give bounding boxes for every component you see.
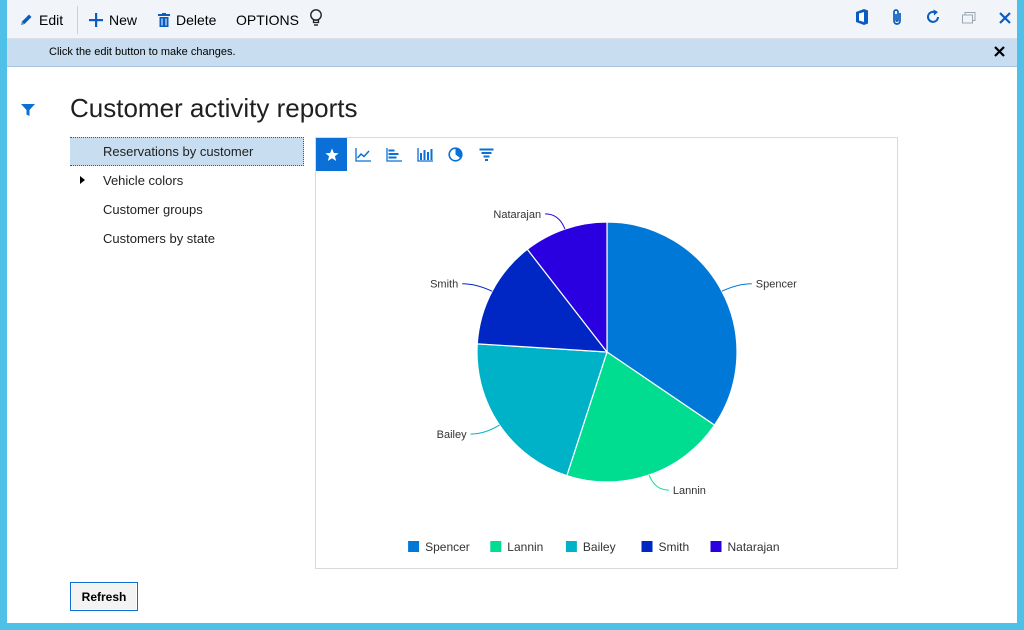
legend-swatch bbox=[490, 541, 502, 552]
tree-item-label: Vehicle colors bbox=[103, 173, 184, 188]
office-button[interactable] bbox=[850, 0, 874, 39]
tree-item-customer-groups[interactable]: Customer groups bbox=[70, 195, 304, 224]
line-chart-icon bbox=[354, 147, 371, 162]
edit-button[interactable]: Edit bbox=[19, 0, 63, 39]
toolbar-divider bbox=[77, 6, 78, 34]
legend-swatch bbox=[408, 541, 420, 552]
legend-item-natarajan[interactable]: Natarajan bbox=[710, 540, 780, 554]
plus-icon bbox=[89, 12, 103, 27]
legend-item-lannin[interactable]: Lannin bbox=[490, 540, 543, 554]
edit-label: Edit bbox=[39, 11, 64, 28]
leader-line-spencer bbox=[721, 283, 752, 292]
new-button[interactable]: New bbox=[89, 0, 137, 39]
leader-line-natarajan bbox=[545, 213, 566, 230]
column-chart-icon bbox=[416, 147, 433, 162]
tree-item-reservations-by-customer[interactable]: Reservations by customer bbox=[70, 137, 304, 166]
legend-swatch bbox=[710, 541, 722, 552]
pie-slice-natarajan[interactable] bbox=[526, 221, 608, 354]
attachment-icon bbox=[891, 8, 903, 31]
info-bar: Click the edit button to make changes. bbox=[7, 39, 1017, 67]
tree-item-label: Customer groups bbox=[103, 202, 203, 217]
legend-label: Lannin bbox=[507, 540, 543, 554]
trash-icon bbox=[158, 12, 170, 27]
delete-button[interactable]: Delete bbox=[158, 0, 216, 39]
chart-type-toolbar bbox=[316, 138, 502, 171]
infobar-close-button[interactable] bbox=[994, 44, 1005, 61]
slice-label-natarajan: Natarajan bbox=[493, 209, 541, 221]
chart-tool-line[interactable] bbox=[347, 138, 378, 171]
funnel-chart-icon bbox=[479, 148, 494, 161]
slice-label-lannin: Lannin bbox=[673, 485, 706, 497]
chart-tool-funnel[interactable] bbox=[471, 138, 502, 171]
pie-slice-lannin[interactable] bbox=[566, 351, 716, 483]
chart-tool-column[interactable] bbox=[409, 138, 440, 171]
chart-tool-bar[interactable] bbox=[378, 138, 409, 171]
new-label: New bbox=[109, 11, 138, 28]
expand-arrow-icon[interactable] bbox=[80, 176, 85, 184]
legend-swatch bbox=[565, 541, 577, 552]
tree-item-label: Customers by state bbox=[103, 231, 215, 246]
tree-item-label: Reservations by customer bbox=[103, 144, 254, 159]
legend-label: Bailey bbox=[583, 540, 616, 554]
legend-swatch bbox=[641, 541, 653, 552]
filter-icon[interactable] bbox=[21, 103, 35, 121]
chart-tool-favorite[interactable] bbox=[316, 138, 347, 171]
legend-label: Spencer bbox=[425, 540, 470, 554]
legend-item-spencer[interactable]: Spencer bbox=[408, 540, 470, 554]
options-button[interactable]: OPTIONS bbox=[236, 0, 299, 39]
page-title: Customer activity reports bbox=[70, 93, 358, 123]
info-message: Click the edit button to make changes. bbox=[49, 46, 236, 58]
slice-label-spencer: Spencer bbox=[756, 279, 797, 291]
tree-item-vehicle-colors[interactable]: Vehicle colors bbox=[70, 166, 304, 195]
office-icon bbox=[855, 9, 869, 30]
bar-chart-icon bbox=[385, 147, 402, 162]
action-toolbar: Edit New Delete OPTIONS bbox=[7, 0, 1017, 39]
close-icon bbox=[994, 46, 1005, 57]
slice-label-bailey: Bailey bbox=[437, 429, 467, 441]
legend-label: Natarajan bbox=[728, 540, 780, 554]
pencil-icon bbox=[19, 13, 33, 27]
lightbulb-icon bbox=[309, 9, 323, 30]
leader-line-lannin bbox=[648, 474, 669, 491]
pie-chart-icon bbox=[448, 147, 463, 162]
report-tree: Reservations by customer Vehicle colors … bbox=[70, 137, 304, 253]
close-window-button[interactable] bbox=[993, 0, 1017, 39]
pie-chart: Spencer Lannin Bailey Smith Natarajan Spencer… bbox=[408, 209, 797, 554]
close-icon bbox=[999, 11, 1011, 29]
attachment-button[interactable] bbox=[885, 0, 909, 39]
restore-window-icon bbox=[962, 11, 976, 29]
refresh-page-button[interactable] bbox=[921, 0, 945, 39]
refresh-button[interactable]: Refresh bbox=[70, 582, 138, 611]
tree-item-customers-by-state[interactable]: Customers by state bbox=[70, 224, 304, 253]
delete-label: Delete bbox=[176, 11, 217, 28]
lightbulb-button[interactable] bbox=[309, 0, 323, 39]
chart-tool-pie[interactable] bbox=[440, 138, 471, 171]
star-icon bbox=[324, 148, 339, 161]
refresh-icon bbox=[925, 9, 941, 30]
leader-line-smith bbox=[462, 283, 493, 292]
legend-label: Smith bbox=[659, 540, 690, 554]
pie-slice-bailey[interactable] bbox=[476, 343, 608, 477]
slice-label-smith: Smith bbox=[430, 279, 458, 291]
leader-line-bailey bbox=[470, 424, 500, 435]
chart-panel: Spencer Lannin Bailey Smith Natarajan Spencer… bbox=[315, 137, 898, 569]
restore-window-button[interactable] bbox=[957, 0, 981, 39]
legend-item-bailey[interactable]: Bailey bbox=[565, 540, 616, 554]
options-label: OPTIONS bbox=[236, 11, 300, 28]
legend-item-smith[interactable]: Smith bbox=[641, 540, 690, 554]
